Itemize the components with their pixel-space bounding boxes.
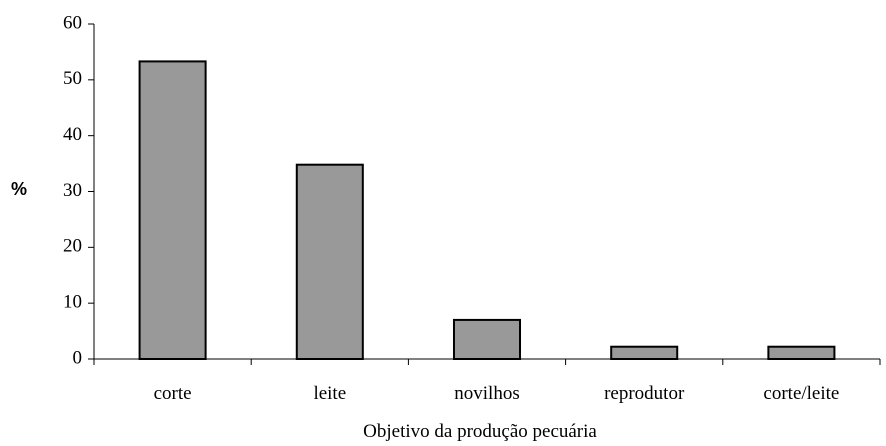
y-tick-label: 20: [63, 236, 82, 257]
y-axis: 0 10 20 30 40 50 60 %: [11, 12, 95, 368]
y-ticks: 0 10 20 30 40 50 60: [63, 12, 94, 368]
y-tick-label: 10: [63, 292, 82, 313]
y-tick-label: 50: [63, 68, 82, 89]
bars: [138, 60, 836, 361]
y-tick-label: 30: [63, 180, 82, 201]
y-tick-label: 60: [63, 12, 82, 33]
bar-reprodutor: [610, 345, 679, 361]
y-tick-label: 40: [63, 124, 82, 145]
x-axis: corte leite novilhos reprodutor corte/leite …: [93, 358, 881, 442]
x-ticks: corte leite novilhos reprodutor corte/leite: [93, 359, 881, 404]
x-axis-label: Objetivo da produção pecuária: [363, 421, 597, 442]
x-tick-label: reprodutor: [604, 383, 685, 404]
x-tick-label: corte/leite: [763, 383, 839, 404]
bar-corte-leite: [767, 345, 836, 361]
bar-corte: [138, 60, 207, 361]
bar-novilhos: [452, 318, 522, 360]
y-axis-label: %: [11, 179, 27, 199]
y-tick-label: 0: [73, 347, 83, 368]
bar-leite: [295, 163, 364, 360]
x-tick-label: novilhos: [454, 383, 519, 404]
x-tick-label: leite: [313, 383, 346, 404]
x-tick-label: corte: [154, 383, 192, 404]
